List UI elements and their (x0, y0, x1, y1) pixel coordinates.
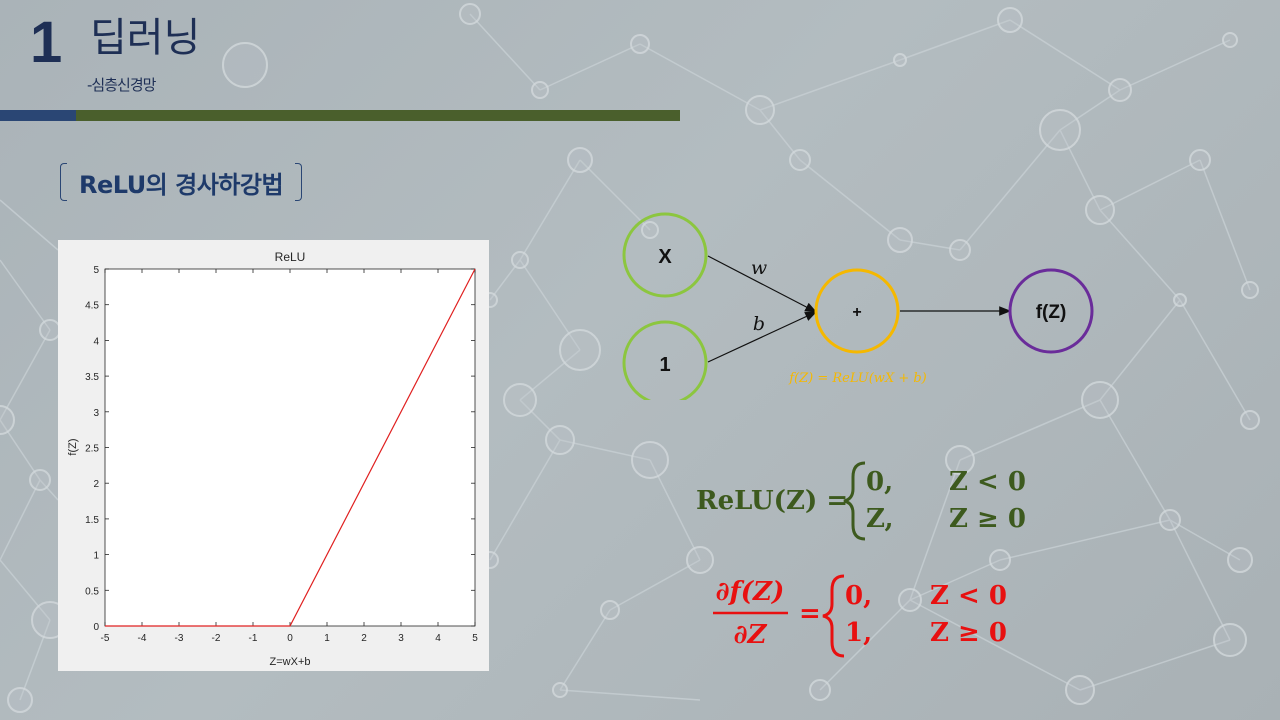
node-output (1008, 268, 1094, 354)
edge-x-to-sum (707, 255, 818, 313)
chart-title: ReLU (275, 250, 306, 264)
node-x-label: X (658, 246, 672, 268)
y-axis-label: f(Z) (67, 438, 79, 455)
x-tick-label: -2 (212, 633, 221, 644)
x-tick-label: 0 (287, 633, 293, 644)
neuron-diagram: X 1 + f(Z) w b f(Z) = ReLU(wX + b) (622, 212, 1094, 400)
page-subtitle: -심층신경망 (87, 76, 156, 94)
derivative-equals: = (799, 599, 821, 629)
relu-case1-condition: Z < 0 (949, 467, 1026, 497)
derivative-case1-condition: Z < 0 (930, 581, 1007, 611)
x-axis-label: Z=wX+b (270, 656, 311, 668)
relu-case2-condition: Z ≥ 0 (949, 504, 1026, 534)
section-number: 1 (30, 10, 63, 75)
y-tick-label: 1 (93, 551, 99, 562)
y-tick-label: 3.5 (85, 372, 99, 383)
edge-b-label: b (753, 313, 765, 335)
y-tick-label: 0.5 (85, 586, 99, 597)
y-tick-label: 4.5 (85, 301, 99, 312)
x-tick-label: 4 (435, 633, 441, 644)
x-tick-label: -5 (101, 633, 110, 644)
x-tick-label: -3 (175, 633, 184, 644)
derivative-brace (822, 574, 845, 658)
relu-case1-value: 0, (866, 467, 893, 497)
y-tick-label: 0 (93, 622, 99, 633)
relu-case2-value: Z, (866, 504, 894, 534)
node-bias (622, 320, 708, 400)
x-axis-ticks: -5 -4 -3 -2 -1 0 1 2 3 4 5 (101, 269, 478, 644)
x-tick-label: 3 (398, 633, 404, 644)
x-tick-label: 1 (324, 633, 330, 644)
y-tick-label: 3 (93, 408, 99, 419)
x-tick-label: -1 (249, 633, 258, 644)
header-bar-blue (0, 110, 76, 121)
derivative-equation: ∂f(Z) ∂Z = 0, Z < 0 1, Z ≥ 0 (713, 574, 1007, 658)
relu-chart: ReLU -5 -4 -3 -2 -1 0 1 2 3 4 5 0 0.5 1 1.5 2 2.5 3 3.5 4 4… (58, 240, 489, 671)
plot-area (104, 268, 476, 627)
page-title: 딥러닝 (90, 15, 201, 61)
section-label-text: ReLU의 경사하강법 (79, 170, 284, 199)
relu-series-line (105, 268, 476, 627)
derivative-numerator: ∂f(Z) (716, 577, 785, 607)
relu-eq-brace (843, 461, 866, 541)
derivative-denominator: ∂Z (734, 620, 768, 650)
x-tick-label: 5 (472, 633, 478, 644)
relu-equation: ReLU(Z) = 0, Z < 0 Z, Z ≥ 0 (696, 461, 1026, 541)
y-tick-label: 2.5 (85, 444, 99, 455)
derivative-case1-value: 0, (845, 581, 872, 611)
edge-w-label: w (751, 257, 767, 279)
relu-chart-svg: ReLU -5 -4 -3 -2 -1 0 1 2 3 4 5 0 0.5 1 1.5 2 2.5 3 3.5 4 4… (67, 250, 478, 668)
x-tick-label: -4 (138, 633, 147, 644)
node-sum-label: + (852, 304, 861, 321)
right-bracket (295, 163, 303, 201)
header-bar-green (76, 110, 680, 121)
edge-1-to-sum (707, 311, 818, 363)
derivative-case2-value: 1, (845, 618, 872, 648)
x-tick-label: 2 (361, 633, 367, 644)
y-tick-label: 1.5 (85, 515, 99, 526)
node-bias-label: 1 (659, 354, 670, 376)
section-label: ReLU의 경사하강법 (60, 162, 303, 202)
derivative-case2-condition: Z ≥ 0 (930, 618, 1007, 648)
relu-eq-lhs: ReLU(Z) = (696, 486, 848, 516)
formula-label: f(Z) = ReLU(wX + b) (788, 371, 927, 386)
node-sum (814, 268, 900, 354)
y-axis-ticks: 0 0.5 1 1.5 2 2.5 3 3.5 4 4.5 5 (85, 265, 475, 633)
y-tick-label: 5 (93, 265, 99, 276)
y-tick-label: 4 (93, 336, 99, 347)
left-bracket (60, 163, 67, 201)
y-tick-label: 2 (93, 479, 99, 490)
node-output-label: f(Z) (1036, 302, 1067, 323)
node-x (622, 212, 708, 298)
